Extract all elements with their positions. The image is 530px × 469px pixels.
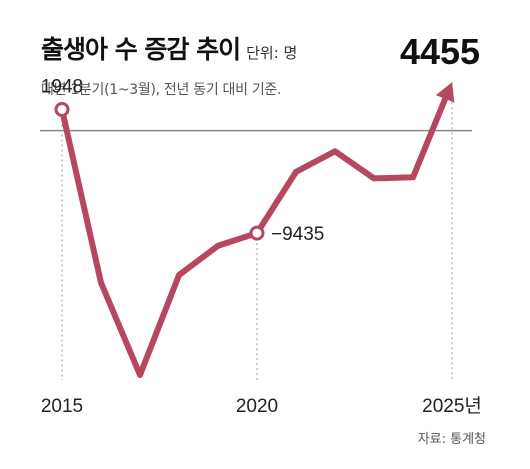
x-tick-label-2020: 2020 bbox=[236, 396, 278, 417]
data-point-2020 bbox=[249, 225, 265, 241]
x-tick-label-2025: 2025년 bbox=[422, 395, 482, 417]
data-label-2020: −9435 bbox=[271, 224, 324, 245]
chart-title-row: 출생아 수 증감 추이 단위: 명 bbox=[41, 30, 297, 66]
source-note: 자료: 통계청 bbox=[417, 432, 486, 447]
arrowhead-2025 bbox=[435, 82, 455, 103]
data-label-2025: 4455 bbox=[400, 31, 480, 72]
data-label-2015: 1948 bbox=[41, 76, 83, 97]
x-tick-label-2015: 2015 bbox=[41, 396, 83, 417]
unit-label: 단위: 명 bbox=[246, 44, 298, 62]
data-point-2015 bbox=[54, 101, 70, 117]
chart-title: 출생아 수 증감 추이 bbox=[41, 35, 241, 64]
chart-subtitle: 매년 1분기(1~3월), 전년 동기 대비 기준. bbox=[41, 82, 282, 98]
